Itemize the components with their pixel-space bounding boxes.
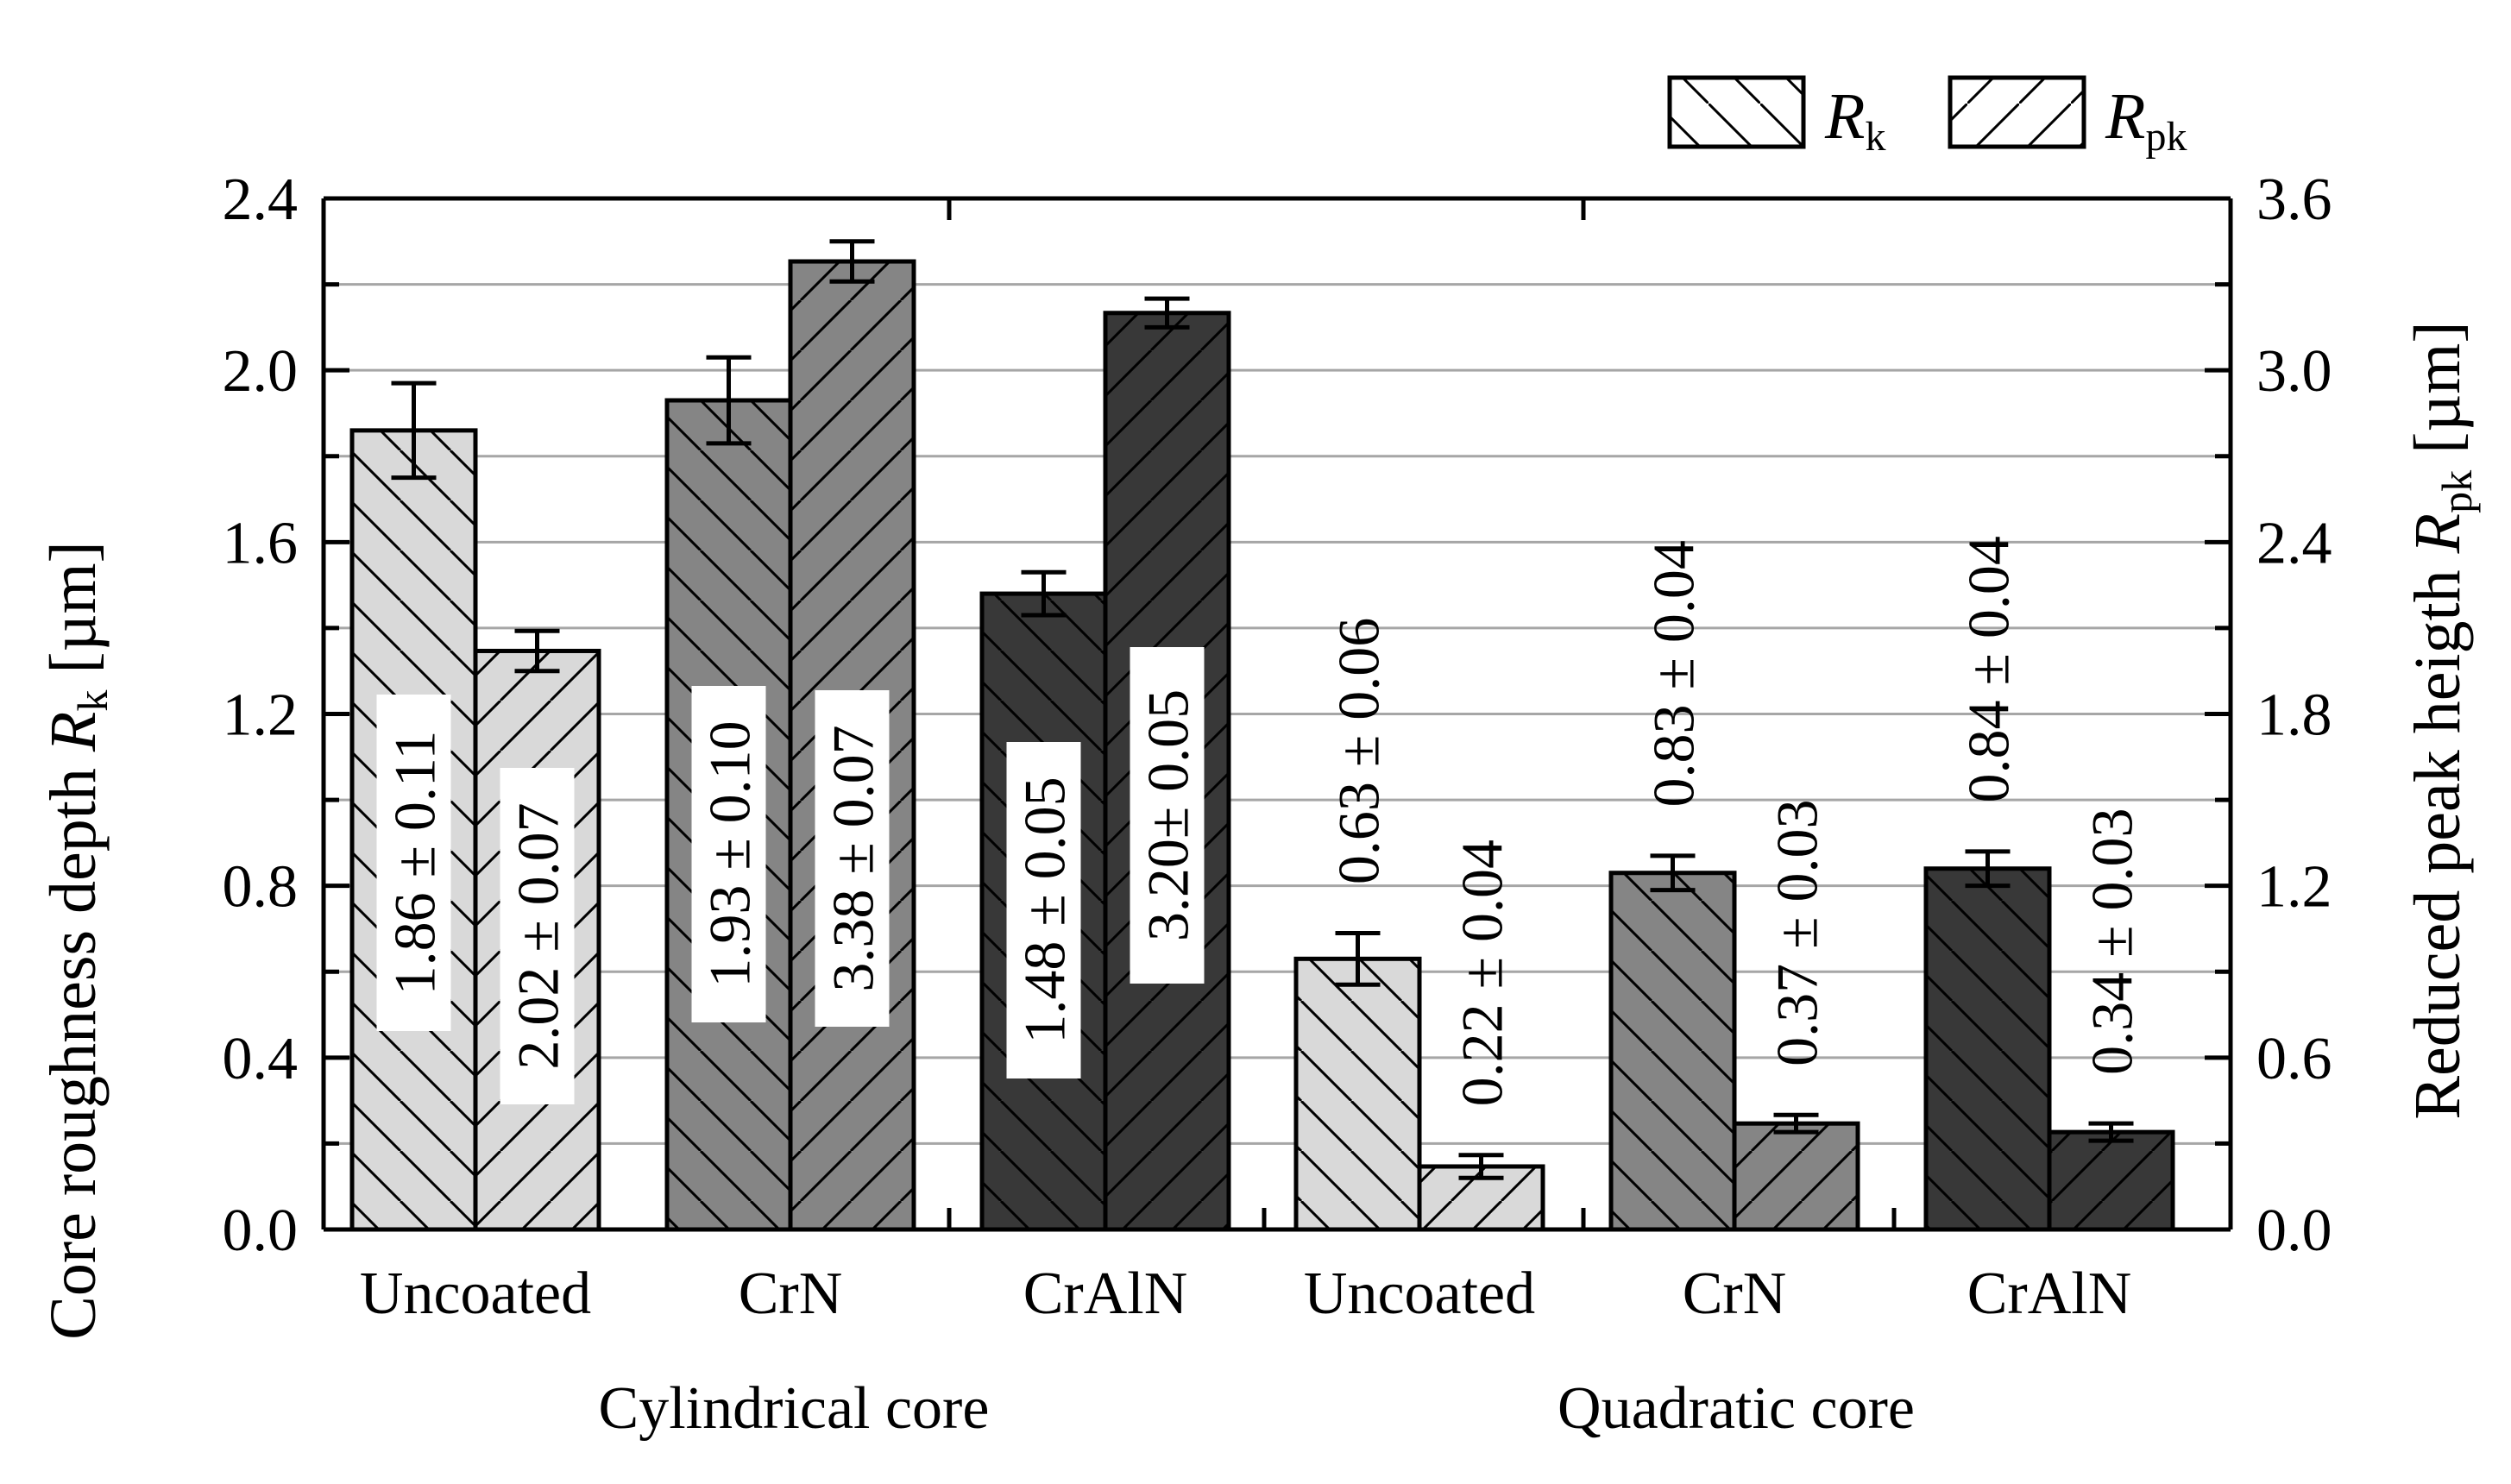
bar-value-label: 0.22 ± 0.04 [1450, 839, 1515, 1106]
label-background [500, 768, 575, 1104]
category-label: CrAlN [1967, 1261, 2132, 1327]
legend-swatch-rk [1667, 75, 1806, 149]
bar-rk [1293, 956, 1422, 1232]
bar-value-label-group: 3.38 ± 0.07 [815, 690, 890, 1027]
right-tick-label: 0.0 [2256, 1198, 2332, 1264]
bar-value-label: 2.02 ± 0.07 [506, 802, 571, 1069]
legend-rpk-symbol: R [2105, 80, 2145, 153]
label-background [1006, 742, 1081, 1078]
bars [349, 239, 2175, 1232]
bar-value-label-group: 0.37 ± 0.03 [1765, 800, 1830, 1066]
bar-value-label: 0.84 ± 0.04 [1956, 536, 2022, 802]
grid-lines [324, 283, 2231, 1145]
bar-value-label-group: 2.02 ± 0.07 [500, 768, 575, 1104]
left-tick-label: 0.4 [223, 1026, 299, 1092]
right-axis-symbol: R [2401, 513, 2474, 554]
left-axis-unit: [µm] [37, 541, 110, 690]
left-tick-label: 1.2 [223, 682, 299, 749]
bar-value-label-group: 3.20± 0.05 [1130, 647, 1205, 984]
category-label: Uncoated [1304, 1261, 1535, 1327]
bar-value-label: 3.20± 0.05 [1136, 689, 1201, 941]
left-tick-label: 2.0 [223, 338, 299, 405]
right-axis-title-prefix: Reduced peak heigth [2401, 553, 2474, 1119]
category-label: CrN [1683, 1261, 1787, 1327]
right-tick-label: 1.8 [2256, 682, 2332, 749]
left-axis-title-prefix: Core roughness depth [37, 751, 110, 1340]
label-background [376, 695, 451, 1031]
left-axis-title: Core roughness depth Rk [µm] [37, 541, 116, 1340]
right-axis-title: Reduced peak heigth Rpk [µm] [2401, 321, 2481, 1119]
legend-rpk-subscript: pk [2145, 114, 2187, 160]
right-tick-label: 2.4 [2256, 510, 2332, 576]
legend-swatch-rpk [1948, 75, 2086, 149]
label-background [691, 686, 766, 1022]
bar-value-label-group: 1.93 ± 0.10 [691, 686, 766, 1022]
legend-rk-subscript: k [1865, 114, 1885, 160]
legend-label-rk: Rk [1824, 80, 1885, 160]
bar-value-label-group: 0.34 ± 0.03 [2080, 808, 2145, 1075]
right-tick-label: 0.6 [2256, 1026, 2332, 1092]
left-tick-label: 1.6 [223, 510, 299, 576]
bar-rk [1608, 871, 1737, 1232]
label-background [815, 690, 890, 1027]
left-tick-label: 2.4 [223, 167, 299, 233]
bar-value-label: 1.48 ± 0.05 [1012, 777, 1078, 1043]
bar-value-label: 3.38 ± 0.07 [821, 725, 886, 991]
bar-value-labels: Uncoated CrN CrAlN Uncoated CrN CrAlN 1.86 ± 0… [360, 536, 2145, 1327]
left-axis-subscript: k [68, 690, 116, 712]
bar-value-label-group: 0.83 ± 0.04 [1641, 540, 1707, 807]
axes: 0.0 0.4 0.8 1.2 1.6 2.0 2.4 0.0 0.6 1.2 1.8 2.4 3.0 3… [223, 167, 2332, 1264]
bar-value-label-group: 0.22 ± 0.04 [1450, 839, 1515, 1106]
legend: Rk Rpk [1667, 75, 2187, 160]
legend-label-rpk: Rpk [2105, 80, 2187, 160]
bar-value-label: 0.34 ± 0.03 [2080, 808, 2145, 1075]
left-axis-symbol: R [37, 712, 110, 752]
legend-rk-symbol: R [1824, 80, 1865, 153]
label-background [1130, 647, 1205, 984]
left-tick-label: 0.8 [223, 854, 299, 921]
right-tick-label: 3.6 [2256, 167, 2332, 233]
right-axis-unit: [µm] [2401, 321, 2474, 470]
category-label: CrN [739, 1261, 843, 1327]
category-label: CrAlN [1023, 1261, 1188, 1327]
bar-value-label-group: 0.63 ± 0.06 [1326, 618, 1392, 884]
right-tick-label: 1.2 [2256, 854, 2332, 921]
bar-value-label: 1.93 ± 0.10 [697, 720, 763, 987]
group-label-cylindrical: Cylindrical core [599, 1375, 990, 1442]
bar-value-label: 0.37 ± 0.03 [1765, 800, 1830, 1066]
bar-value-label-group: 0.84 ± 0.04 [1956, 536, 2022, 802]
category-label: Uncoated [360, 1261, 591, 1327]
bar-rpk [2047, 1129, 2175, 1232]
bar-value-label: 0.63 ± 0.06 [1326, 618, 1392, 884]
bar-value-label: 1.86 ± 0.11 [382, 731, 448, 996]
left-tick-label: 0.0 [223, 1198, 299, 1264]
bar-value-label: 0.83 ± 0.04 [1641, 540, 1707, 807]
bar-rpk [1732, 1121, 1860, 1232]
bar-rk [1923, 866, 2052, 1232]
bar-value-label-group: 1.86 ± 0.11 [376, 695, 451, 1031]
group-label-quadratic: Quadratic core [1558, 1375, 1915, 1442]
right-axis-subscript: pk [2432, 470, 2481, 513]
right-tick-label: 3.0 [2256, 338, 2332, 405]
bar-value-label-group: 1.48 ± 0.05 [1006, 742, 1081, 1078]
